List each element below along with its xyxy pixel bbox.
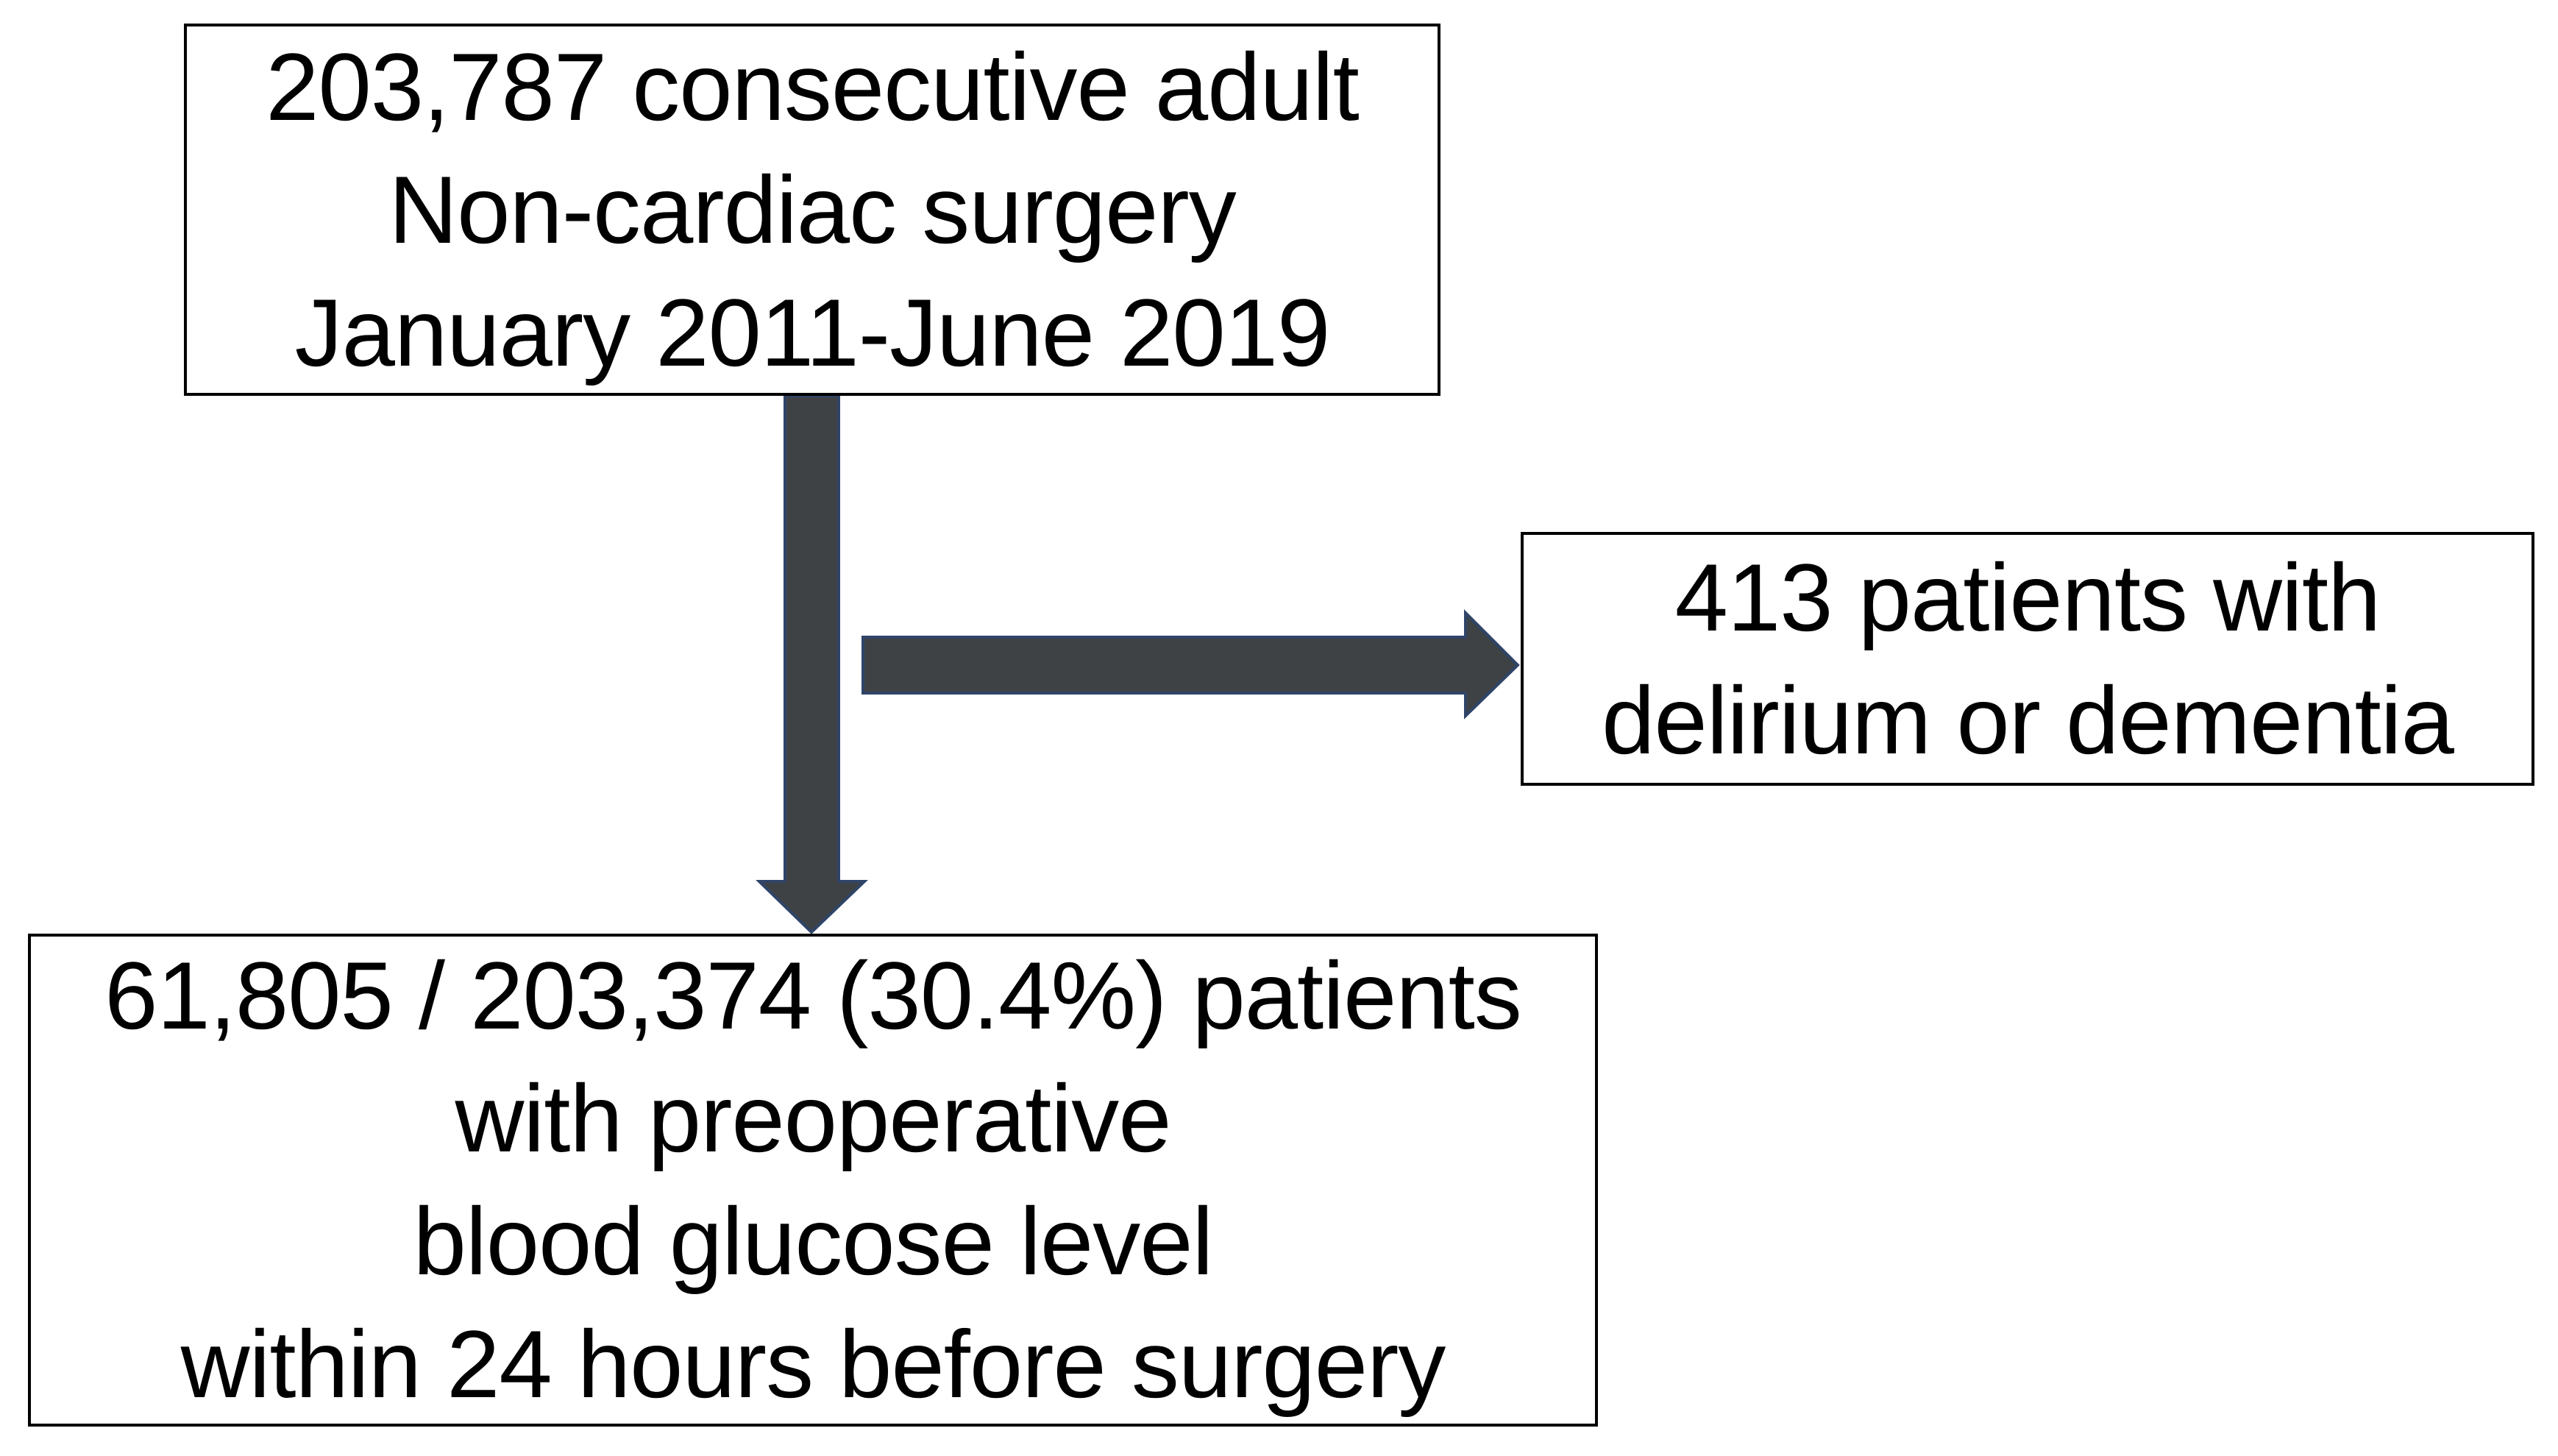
flow-box-cohort: 203,787 consecutive adult Non-cardiac su… (184, 24, 1440, 396)
cohort-line: January 2011-June 2019 (294, 278, 1331, 386)
excluded-line: delirium or dementia (1602, 666, 2454, 774)
included-line: with preoperative (455, 1065, 1172, 1172)
flow-box-excluded: 413 patients with delirium or dementia (1521, 532, 2534, 786)
included-line: blood glucose level (413, 1187, 1214, 1295)
included-line: 61,805 / 203,374 (30.4%) patients (104, 942, 1522, 1049)
included-line: within 24 hours before surgery (180, 1310, 1446, 1418)
flow-box-included: 61,805 / 203,374 (30.4%) patients with p… (28, 934, 1598, 1427)
excluded-line: 413 patients with (1674, 543, 2381, 651)
cohort-line: Non-cardiac surgery (388, 155, 1236, 263)
right-arrow (861, 609, 1520, 720)
cohort-line: 203,787 consecutive adult (266, 32, 1360, 141)
down-arrow (756, 394, 868, 934)
